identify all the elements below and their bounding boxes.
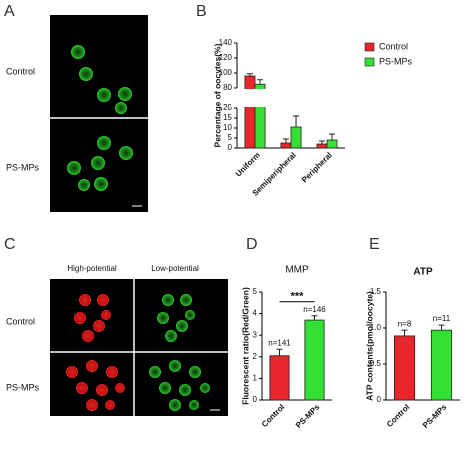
x-tick-label: Uniform — [234, 151, 262, 179]
bar — [393, 335, 416, 401]
y-tick-label: 5 — [228, 133, 233, 142]
bar — [244, 75, 256, 149]
y-tick-label: 5 — [253, 287, 258, 296]
y-tick-label: 10 — [223, 123, 232, 132]
bar — [316, 143, 328, 149]
micrograph-c — [50, 279, 228, 416]
y-axis-label: ATP contents(pmol/oocyte) — [364, 291, 374, 401]
n-label: n=11 — [433, 314, 451, 323]
y-tick-label: 1.5 — [370, 287, 382, 296]
legend-label: Control — [379, 41, 408, 51]
legend-label: PS-MPs — [379, 56, 413, 66]
legend-swatch — [364, 42, 375, 52]
y-tick-label: 0 — [253, 395, 258, 404]
panel-letter: A — [4, 3, 15, 20]
y-tick-label: 15 — [223, 113, 232, 122]
y-tick-label: 80 — [223, 83, 232, 92]
bar — [304, 319, 325, 401]
column-label: Low-potential — [151, 264, 199, 273]
x-tick-label: PS-MPs — [421, 402, 449, 430]
bar — [326, 139, 338, 149]
bar — [269, 355, 290, 401]
x-tick-label: Control — [385, 403, 411, 429]
row-label: PS-MPs — [6, 382, 40, 392]
bar — [280, 142, 292, 149]
x-tick-label: Peripheral — [300, 151, 334, 185]
micrograph-a — [50, 15, 148, 212]
row-label: Control — [6, 316, 35, 326]
y-tick-label: 140 — [219, 38, 233, 47]
chart-title: MMP — [285, 265, 309, 276]
bar — [430, 329, 453, 401]
y-tick-label: 100 — [219, 68, 233, 77]
y-tick-label: 120 — [219, 53, 233, 62]
row-label: PS-MPs — [6, 162, 40, 172]
panel-letter: E — [369, 236, 380, 253]
panel-letter: B — [196, 3, 207, 20]
y-tick-label: 0 — [377, 395, 382, 404]
panel-letter: C — [4, 236, 16, 253]
significance: *** — [291, 291, 305, 303]
row-label: Control — [6, 66, 35, 76]
x-tick-label: PS-MPs — [294, 402, 322, 430]
legend-swatch — [364, 57, 375, 67]
axis-break — [231, 89, 347, 107]
y-tick-label: 4 — [253, 309, 258, 318]
y-axis-label: Fluorescent ratio(Red/Green) — [240, 287, 250, 405]
y-tick-label: 0 — [228, 143, 233, 152]
y-axis-label: Percentage of oocytes(%) — [212, 43, 222, 147]
x-tick-label: Control — [260, 403, 286, 429]
n-label: n=8 — [398, 319, 412, 328]
panel-letter: D — [246, 236, 258, 253]
y-tick-label: 20 — [223, 103, 232, 112]
y-tick-label: 0.5 — [370, 359, 382, 368]
column-label: High-potential — [67, 264, 117, 273]
n-label: n=146 — [303, 305, 326, 314]
chart-title: ATP — [413, 267, 433, 278]
n-label: n=141 — [268, 338, 291, 347]
y-tick-label: 1 — [253, 374, 258, 383]
y-tick-label: 3 — [253, 330, 258, 339]
y-tick-label: 2 — [253, 352, 258, 361]
bar — [290, 126, 302, 149]
y-tick-label: 1.0 — [370, 323, 382, 332]
